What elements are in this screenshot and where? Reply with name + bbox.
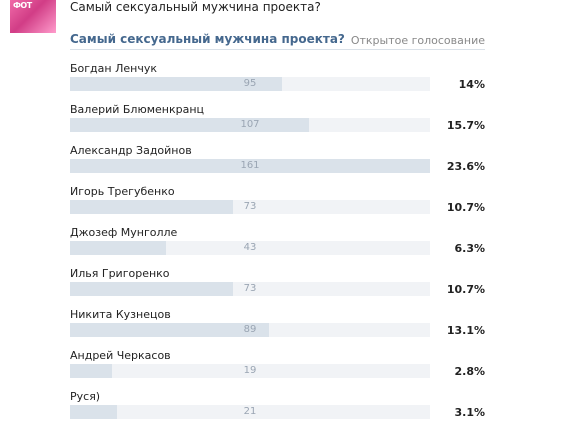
poll-option-bar-fill <box>70 282 233 296</box>
poll-title: Самый сексуальный мужчина проекта? <box>70 32 345 46</box>
poll-option-count: 19 <box>243 365 257 376</box>
poll-option-bar-fill <box>70 159 430 173</box>
poll-option-percent: 10.7% <box>446 283 485 296</box>
poll-option-percent: 2.8% <box>454 365 485 378</box>
poll-option-bar-fill <box>70 323 269 337</box>
poll-option[interactable]: Игорь Трегубенко 73 10.7% <box>70 185 485 215</box>
poll-option-count: 161 <box>240 160 260 171</box>
poll-option-label: Джозеф Мунголле <box>70 226 178 239</box>
poll-option-percent: 10.7% <box>446 201 485 214</box>
poll-option[interactable]: Илья Григоренко 73 10.7% <box>70 267 485 297</box>
poll-option-label: Руся) <box>70 390 101 403</box>
avatar[interactable]: ФОТ <box>10 0 56 33</box>
poll-option-label: Богдан Ленчук <box>70 62 157 75</box>
poll-option-label: Валерий Блюменкранц <box>70 103 205 116</box>
poll-option-bar: 43 <box>70 241 430 255</box>
poll-option-percent: 3.1% <box>454 406 485 419</box>
poll-option-bar: 89 <box>70 323 430 337</box>
poll-option[interactable]: Джозеф Мунголле 43 6.3% <box>70 226 485 256</box>
poll-option-label: Андрей Черкасов <box>70 349 171 362</box>
poll-option-percent: 15.7% <box>446 119 485 132</box>
poll-option-percent: 23.6% <box>446 160 485 173</box>
poll-option-bar: 73 <box>70 282 430 296</box>
poll-option-count: 89 <box>243 324 257 335</box>
poll-option-count: 21 <box>243 406 257 417</box>
poll-option-count: 107 <box>240 119 260 130</box>
post-text: Самый сексуальный мужчина проекта? <box>70 0 321 14</box>
poll-option-count: 95 <box>243 78 257 89</box>
poll-option-count: 73 <box>243 201 257 212</box>
poll-option-bar: 161 <box>70 159 430 173</box>
poll-option[interactable]: Никита Кузнецов 89 13.1% <box>70 308 485 338</box>
poll-option-bar: 19 <box>70 364 430 378</box>
poll-option[interactable]: Богдан Ленчук 95 14% <box>70 62 485 92</box>
poll-option-percent: 6.3% <box>454 242 485 255</box>
poll-option-bar: 73 <box>70 200 430 214</box>
poll-option-percent: 14% <box>458 78 485 91</box>
poll-option-count: 73 <box>243 283 257 294</box>
avatar-image-icon: ФОТ <box>13 1 32 10</box>
poll-option-bar-fill <box>70 241 166 255</box>
poll-option-bar-fill <box>70 118 309 132</box>
poll-option-bar-fill <box>70 200 233 214</box>
poll-option-bar-fill <box>70 77 282 91</box>
poll-option-bar: 107 <box>70 118 430 132</box>
poll-option-label: Александр Задойнов <box>70 144 192 157</box>
poll-option[interactable]: Андрей Черкасов 19 2.8% <box>70 349 485 379</box>
poll-option-bar: 21 <box>70 405 430 419</box>
poll-type: Открытое голосование <box>350 34 485 47</box>
poll-option[interactable]: Руся) 21 3.1% <box>70 390 485 420</box>
poll-option-bar-fill <box>70 364 112 378</box>
poll-option-percent: 13.1% <box>446 324 485 337</box>
poll-option-bar: 95 <box>70 77 430 91</box>
poll-option-label: Илья Григоренко <box>70 267 170 280</box>
poll-option-bar-fill <box>70 405 117 419</box>
poll-option[interactable]: Валерий Блюменкранц 107 15.7% <box>70 103 485 133</box>
poll-option-count: 43 <box>243 242 257 253</box>
poll-option-label: Никита Кузнецов <box>70 308 171 321</box>
poll-option-label: Игорь Трегубенко <box>70 185 175 198</box>
poll-divider <box>70 49 485 50</box>
poll-option[interactable]: Александр Задойнов 161 23.6% <box>70 144 485 174</box>
